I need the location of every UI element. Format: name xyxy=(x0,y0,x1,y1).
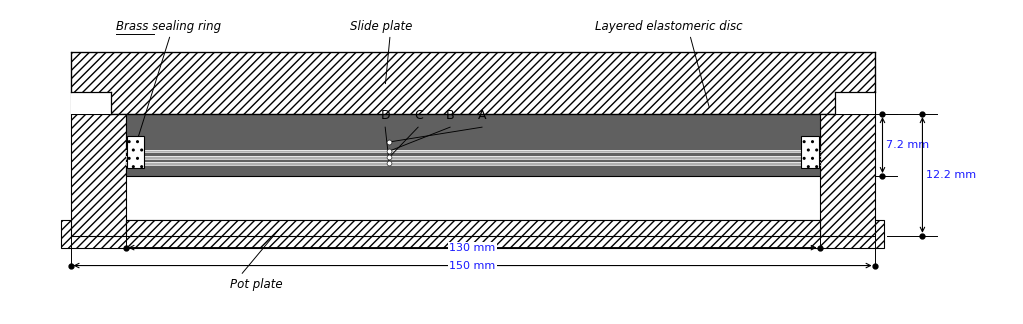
Text: 150 mm: 150 mm xyxy=(449,260,496,271)
Text: 12.2 mm: 12.2 mm xyxy=(927,170,977,180)
Bar xyxy=(127,136,144,168)
Text: B: B xyxy=(446,109,454,122)
Text: Brass sealing ring: Brass sealing ring xyxy=(116,19,221,32)
Bar xyxy=(126,156,819,159)
Text: 130 mm: 130 mm xyxy=(449,243,496,253)
Text: Slide plate: Slide plate xyxy=(350,19,412,32)
Bar xyxy=(71,114,126,236)
Bar xyxy=(835,92,875,114)
Bar xyxy=(60,220,885,248)
Text: Pot plate: Pot plate xyxy=(230,279,283,292)
Bar xyxy=(126,150,819,153)
Bar xyxy=(126,162,819,165)
Bar xyxy=(819,114,875,236)
Text: Layered elastomeric disc: Layered elastomeric disc xyxy=(595,19,743,32)
Bar xyxy=(71,92,110,114)
Bar xyxy=(126,114,819,176)
Text: 7.2 mm: 7.2 mm xyxy=(887,140,930,150)
Bar xyxy=(71,52,875,114)
Text: A: A xyxy=(478,109,486,122)
Text: D: D xyxy=(381,109,390,122)
Bar xyxy=(126,220,819,236)
Text: C: C xyxy=(413,109,422,122)
Bar xyxy=(801,136,818,168)
